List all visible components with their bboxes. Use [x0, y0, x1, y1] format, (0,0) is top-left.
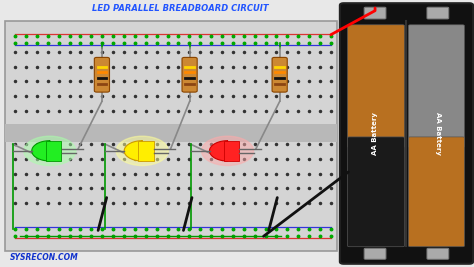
FancyBboxPatch shape	[182, 57, 197, 92]
FancyBboxPatch shape	[94, 57, 109, 92]
FancyBboxPatch shape	[364, 248, 386, 259]
Text: AA Battery: AA Battery	[372, 112, 378, 155]
Polygon shape	[210, 141, 228, 161]
FancyBboxPatch shape	[340, 3, 473, 264]
FancyBboxPatch shape	[5, 21, 337, 251]
FancyBboxPatch shape	[46, 141, 61, 161]
FancyBboxPatch shape	[364, 7, 386, 19]
FancyBboxPatch shape	[347, 137, 404, 247]
Circle shape	[24, 136, 76, 166]
Text: LED PARALLEL BREADBOARD CIRCUIT: LED PARALLEL BREADBOARD CIRCUIT	[92, 4, 268, 13]
FancyBboxPatch shape	[272, 57, 287, 92]
Polygon shape	[32, 141, 50, 161]
FancyBboxPatch shape	[5, 124, 337, 142]
FancyBboxPatch shape	[427, 7, 449, 19]
FancyBboxPatch shape	[138, 141, 154, 161]
FancyBboxPatch shape	[408, 25, 465, 147]
Polygon shape	[124, 141, 142, 161]
FancyBboxPatch shape	[347, 25, 404, 147]
Circle shape	[201, 136, 254, 166]
Text: AA Battery: AA Battery	[435, 112, 441, 155]
FancyBboxPatch shape	[427, 248, 449, 259]
FancyBboxPatch shape	[408, 137, 465, 247]
Text: SYSRECON.COM: SYSRECON.COM	[9, 253, 78, 262]
Circle shape	[116, 136, 168, 166]
FancyBboxPatch shape	[224, 141, 239, 161]
